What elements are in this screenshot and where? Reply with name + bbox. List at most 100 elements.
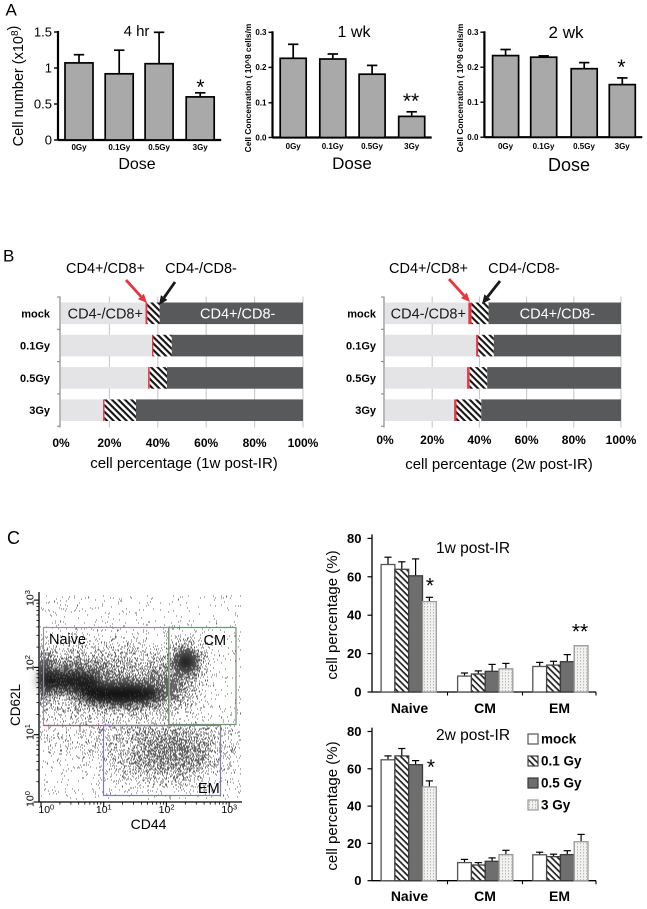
svg-text:0Gy: 0Gy [498,142,514,151]
svg-text:EM: EM [198,781,220,797]
svg-text:0.5Gy: 0.5Gy [573,142,595,151]
svg-text:80: 80 [347,531,361,546]
svg-text:2 wk: 2 wk [549,23,584,42]
svg-text:0.0: 0.0 [255,133,267,142]
svg-text:**: ** [572,621,588,644]
svg-text:0.1: 0.1 [255,99,267,108]
svg-text:0%: 0% [52,436,70,450]
svg-text:0.3: 0.3 [255,28,267,37]
svg-text:3 Gy: 3 Gy [541,798,571,813]
svg-text:EM: EM [549,700,570,716]
svg-text:Dose: Dose [332,154,372,173]
svg-text:0Gy: 0Gy [71,143,87,152]
svg-text:0: 0 [354,873,361,888]
svg-text:3Gy: 3Gy [615,142,631,151]
svg-text:1.5: 1.5 [34,25,52,40]
svg-text:Cell Concenration ( 10^8 cells: Cell Concenration ( 10^8 cells/m [455,24,465,153]
svg-text:0.5Gy: 0.5Gy [20,373,51,385]
svg-text:CD4-/CD8-: CD4-/CD8- [488,261,560,277]
svg-text:20%: 20% [97,436,121,450]
svg-text:0: 0 [354,685,361,700]
svg-text:0.3: 0.3 [467,28,479,37]
svg-text:60: 60 [347,761,361,776]
svg-text:0.1Gy: 0.1Gy [533,142,555,151]
svg-text:80: 80 [347,724,361,739]
svg-text:1: 1 [45,61,52,76]
svg-text:60%: 60% [515,433,539,447]
svg-text:1 wk: 1 wk [338,24,372,41]
svg-text:*: * [427,756,435,779]
svg-text:EM: EM [549,888,570,904]
svg-text:40: 40 [347,608,361,623]
svg-text:0.5: 0.5 [34,97,52,112]
svg-text:0.2: 0.2 [467,63,479,72]
svg-text:60%: 60% [194,436,218,450]
svg-text:0.1Gy: 0.1Gy [20,341,51,353]
svg-text:0.1 Gy: 0.1 Gy [541,754,582,769]
svg-text:0.1Gy: 0.1Gy [322,142,344,151]
svg-text:0.5 Gy: 0.5 Gy [541,776,582,791]
svg-text:3Gy: 3Gy [355,405,377,417]
svg-text:Naive: Naive [49,632,86,648]
svg-text:cell percentage (1w post-IR): cell percentage (1w post-IR) [90,455,278,472]
svg-text:20%: 20% [420,433,444,447]
svg-text:cell percentage (%): cell percentage (%) [324,741,341,870]
svg-text:cell percentage (%): cell percentage (%) [324,550,341,679]
svg-text:mock: mock [21,308,51,320]
svg-text:80%: 80% [243,436,267,450]
svg-text:*: * [426,575,434,598]
svg-text:3Gy: 3Gy [29,405,51,417]
svg-text:1w post-IR: 1w post-IR [436,540,510,557]
svg-text:CM: CM [474,700,496,716]
svg-text:40%: 40% [146,436,170,450]
svg-text:CD62L: CD62L [8,684,23,727]
svg-text:Dose: Dose [548,155,590,175]
svg-text:0.0: 0.0 [467,133,479,142]
svg-text:0.2: 0.2 [255,63,267,72]
svg-text:mock: mock [541,732,577,747]
svg-text:Dose: Dose [118,156,155,173]
svg-text:CD4+/CD8-: CD4+/CD8- [520,307,596,323]
svg-text:CD4-/CD8+: CD4-/CD8+ [68,307,143,323]
svg-text:Cell number (x108): Cell number (x108) [6,26,27,147]
svg-text:0.5Gy: 0.5Gy [361,142,383,151]
svg-text:Cell Concenration ( 10^8 cells: Cell Concenration ( 10^8 cells/m [243,24,253,153]
svg-text:0.5Gy: 0.5Gy [346,373,377,385]
svg-text:100%: 100% [606,433,637,447]
svg-text:Naive: Naive [391,700,429,716]
svg-text:100%: 100% [288,436,319,450]
svg-text:Naive: Naive [391,888,429,904]
svg-text:CM: CM [204,633,227,649]
svg-text:B: B [3,247,14,266]
svg-text:CD4+/CD8+: CD4+/CD8+ [66,261,145,277]
svg-text:A: A [6,1,18,20]
svg-text:80%: 80% [562,433,586,447]
svg-text:CD4-/CD8-: CD4-/CD8- [165,261,237,277]
svg-text:0.1: 0.1 [467,98,479,107]
svg-text:CD44: CD44 [131,816,167,832]
svg-text:0Gy: 0Gy [286,142,302,151]
svg-text:CD4-/CD8+: CD4-/CD8+ [391,307,466,323]
svg-text:cell percentage (2w post-IR): cell percentage (2w post-IR) [405,456,593,473]
svg-text:*: * [196,76,204,99]
svg-text:*: * [617,56,625,79]
svg-text:CM: CM [474,888,496,904]
svg-text:0.1Gy: 0.1Gy [108,143,130,152]
svg-text:2w post-IR: 2w post-IR [436,727,510,744]
svg-text:60: 60 [347,569,361,584]
svg-text:20: 20 [347,836,361,851]
svg-text:CD4+/CD8-: CD4+/CD8- [200,307,276,323]
svg-text:0%: 0% [376,433,394,447]
svg-text:4 hr: 4 hr [124,23,150,40]
svg-text:3Gy: 3Gy [193,143,209,152]
svg-text:mock: mock [347,308,377,320]
svg-text:**: ** [403,90,419,113]
svg-text:0: 0 [45,133,52,148]
svg-text:40%: 40% [467,433,491,447]
svg-text:3Gy: 3Gy [404,142,420,151]
svg-text:CD4+/CD8+: CD4+/CD8+ [389,261,468,277]
svg-text:20: 20 [347,646,361,661]
svg-text:40: 40 [347,799,361,814]
svg-text:0.1Gy: 0.1Gy [346,341,377,353]
svg-text:0.5Gy: 0.5Gy [148,143,170,152]
